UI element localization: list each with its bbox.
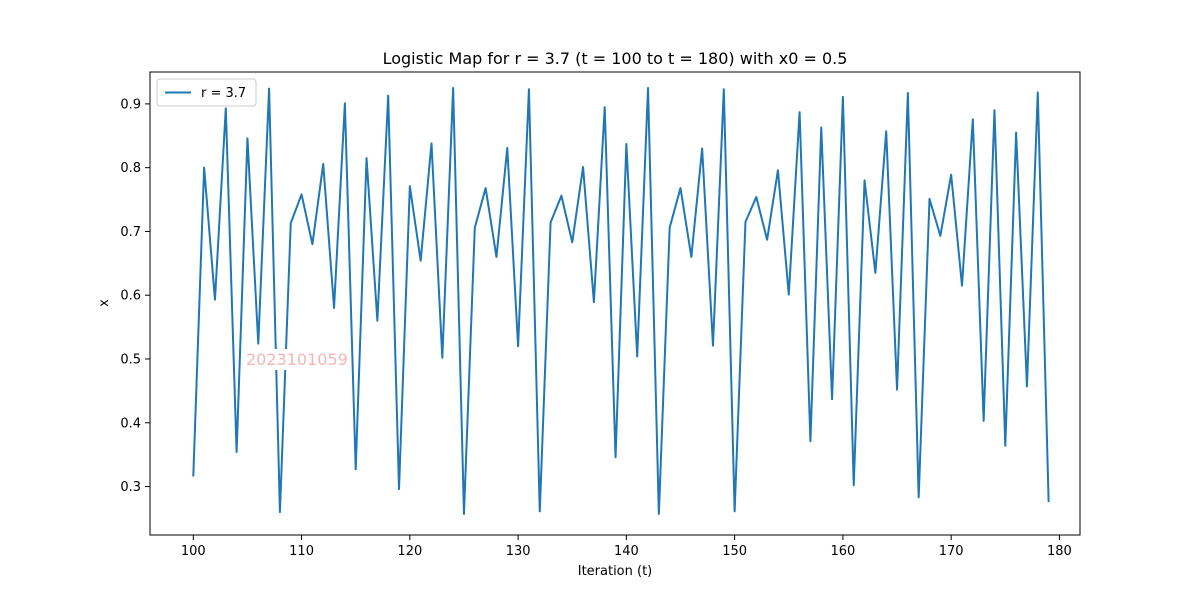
y-tick-label: 0.6: [120, 289, 141, 304]
x-tick-label: 130: [506, 544, 531, 559]
legend: r = 3.7: [157, 79, 256, 106]
watermark-text: 2023101059: [246, 350, 348, 369]
y-tick-label: 0.3: [120, 480, 141, 495]
x-tick-label: 170: [939, 544, 964, 559]
y-tick-label: 0.9: [120, 97, 141, 112]
plot-background: [150, 72, 1080, 535]
x-tick-label: 110: [289, 544, 314, 559]
y-axis-label: x: [97, 299, 112, 307]
y-tick-label: 0.4: [120, 416, 141, 431]
y-tick-label: 0.8: [120, 161, 141, 176]
x-tick-label: 150: [722, 544, 747, 559]
plot-area: [150, 72, 1080, 535]
x-axis-label: Iteration (t): [578, 564, 653, 579]
x-tick-label: 140: [614, 544, 639, 559]
legend-label-0: r = 3.7: [201, 86, 246, 101]
x-tick-label: 100: [181, 544, 206, 559]
y-tick-label: 0.7: [120, 225, 141, 240]
x-tick-label: 120: [397, 544, 422, 559]
y-tick-label: 0.5: [120, 352, 141, 367]
x-tick-label: 180: [1047, 544, 1072, 559]
x-tick-label: 160: [830, 544, 855, 559]
chart-title: Logistic Map for r = 3.7 (t = 100 to t =…: [383, 49, 848, 68]
